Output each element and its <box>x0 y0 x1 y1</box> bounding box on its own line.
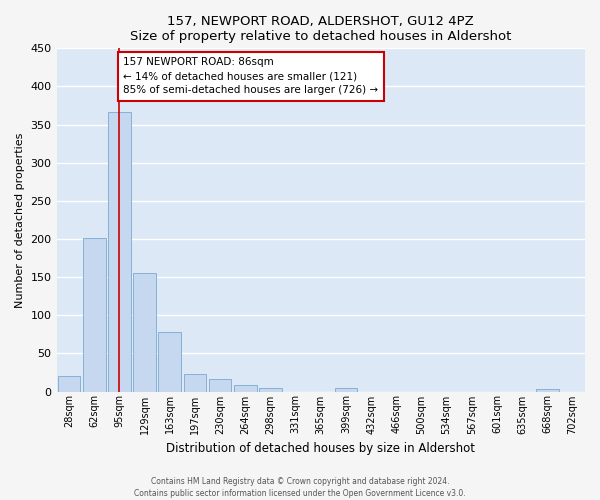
Bar <box>335 388 357 392</box>
Title: 157, NEWPORT ROAD, ALDERSHOT, GU12 4PZ
Size of property relative to detached hou: 157, NEWPORT ROAD, ALDERSHOT, GU12 4PZ S… <box>130 15 511 43</box>
Bar <box>83 238 106 392</box>
Bar <box>234 384 257 392</box>
Bar <box>259 388 282 392</box>
Bar <box>108 112 131 392</box>
Bar <box>184 374 206 392</box>
Bar <box>536 389 559 392</box>
Bar <box>209 380 232 392</box>
Bar <box>158 332 181 392</box>
Bar <box>133 274 156 392</box>
Text: Contains HM Land Registry data © Crown copyright and database right 2024.
Contai: Contains HM Land Registry data © Crown c… <box>134 476 466 498</box>
Bar <box>58 376 80 392</box>
X-axis label: Distribution of detached houses by size in Aldershot: Distribution of detached houses by size … <box>166 442 475 455</box>
Text: 157 NEWPORT ROAD: 86sqm
← 14% of detached houses are smaller (121)
85% of semi-d: 157 NEWPORT ROAD: 86sqm ← 14% of detache… <box>123 58 379 96</box>
Y-axis label: Number of detached properties: Number of detached properties <box>15 132 25 308</box>
